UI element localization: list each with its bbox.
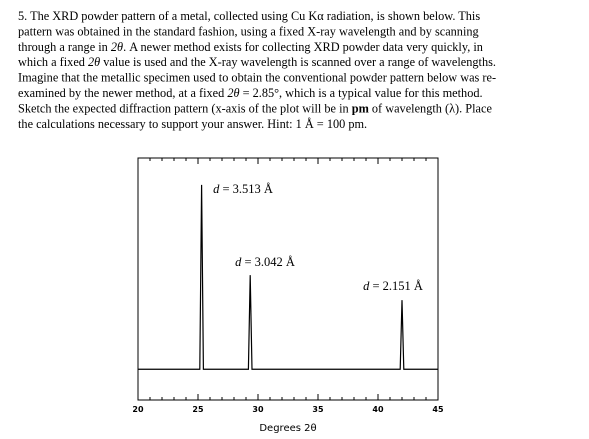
question-line: through a range in 2θ. A newer method ex… bbox=[18, 40, 483, 54]
plot-frame bbox=[137, 157, 439, 401]
question-line: Imagine that the metallic specimen used … bbox=[18, 71, 496, 85]
text-run: d bbox=[213, 182, 220, 196]
question-line: the calculations necessary to support yo… bbox=[18, 117, 367, 131]
question-line: which a fixed 2θ value is used and the X… bbox=[18, 55, 496, 69]
text-run: examined by the newer method, at a fixed bbox=[18, 86, 227, 100]
peak-annotation: d = 3.513 Å bbox=[213, 182, 273, 196]
chart: Degrees 2θ 20 25 30 35 40 45d = 3.513 Åd = 3.… bbox=[132, 157, 444, 434]
text-run: 2θ bbox=[227, 86, 239, 100]
text-run: of wavelength (λ). Place bbox=[369, 101, 493, 115]
peak-annotation: d = 2.151 Å bbox=[363, 279, 423, 293]
text-run: 2θ bbox=[88, 55, 100, 69]
text-run: = 3.042 Å bbox=[241, 255, 295, 269]
text-run: the calculations necessary to support yo… bbox=[18, 117, 367, 131]
text-run: . A newer method exists for collecting X… bbox=[123, 40, 483, 54]
text-run: = 3.513 Å bbox=[219, 182, 273, 196]
text-run: = 2.85°, which is a typical value for th… bbox=[240, 86, 483, 100]
text-run: value is used and the X-ray wavelength i… bbox=[100, 55, 496, 69]
text-run: 2θ bbox=[111, 40, 123, 54]
x-tick-label: 40 bbox=[372, 405, 384, 414]
question-line: Sketch the expected diffraction pattern … bbox=[18, 101, 492, 115]
x-tick-label: 25 bbox=[192, 405, 204, 414]
x-tick-label: 20 bbox=[132, 405, 144, 414]
peak-annotation: d = 3.042 Å bbox=[235, 255, 295, 269]
text-run: which a fixed bbox=[18, 55, 88, 69]
question-line: pattern was obtained in the standard fas… bbox=[18, 24, 479, 38]
text-run: pm bbox=[352, 101, 370, 115]
text-run: d bbox=[235, 255, 242, 269]
text-run: d bbox=[363, 279, 370, 293]
x-tick-label: 30 bbox=[252, 405, 264, 414]
text-run: Sketch the expected diffraction pattern … bbox=[18, 101, 352, 115]
x-tick-label: 35 bbox=[312, 405, 324, 414]
x-axis-label: Degrees 2θ bbox=[259, 423, 316, 434]
pattern-line bbox=[138, 184, 438, 370]
text-run: 5. The XRD powder pattern of a metal, co… bbox=[18, 9, 480, 23]
question-line: examined by the newer method, at a fixed… bbox=[18, 86, 483, 100]
question-line: 5. The XRD powder pattern of a metal, co… bbox=[18, 9, 480, 23]
x-tick-label: 45 bbox=[432, 405, 444, 414]
text-run: pattern was obtained in the standard fas… bbox=[18, 24, 479, 38]
text-run: through a range in bbox=[18, 40, 111, 54]
text-run: = 2.151 Å bbox=[369, 279, 423, 293]
text-run: Imagine that the metallic specimen used … bbox=[18, 71, 496, 85]
question: 5. The XRD powder pattern of a metal, co… bbox=[18, 9, 496, 131]
